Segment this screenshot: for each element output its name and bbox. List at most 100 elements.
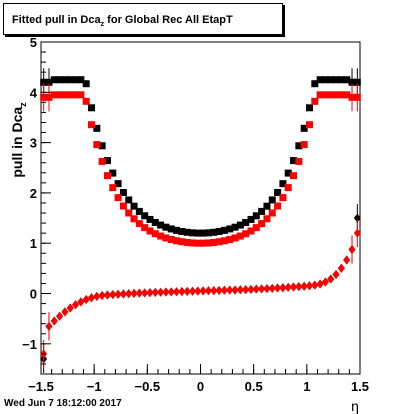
data-point <box>141 224 149 232</box>
data-point <box>258 220 266 228</box>
data-point <box>247 227 255 235</box>
data-point <box>274 283 282 293</box>
data-point <box>50 76 58 84</box>
data-point <box>135 220 143 228</box>
chart-title-box: Fitted pull in Dcaz for Global Rec All E… <box>3 3 283 35</box>
data-point <box>305 281 313 291</box>
data-series <box>40 68 361 373</box>
data-point <box>348 244 356 254</box>
data-point <box>231 223 239 231</box>
data-point <box>258 284 266 294</box>
data-point <box>215 238 223 246</box>
data-point <box>311 80 319 88</box>
data-point <box>72 91 80 99</box>
data-point <box>268 283 276 293</box>
data-point <box>290 172 298 180</box>
axes: −1.5 −1 −0.5 0 0.5 1 1.5 −1 0 1 2 3 4 5 <box>22 35 369 394</box>
data-point <box>178 238 186 246</box>
data-point <box>103 157 111 165</box>
data-point <box>162 287 170 297</box>
data-point <box>82 97 90 105</box>
x-axis-label: η <box>351 398 359 414</box>
data-point <box>189 229 197 237</box>
data-point <box>162 234 170 242</box>
data-point <box>353 213 361 223</box>
data-point <box>56 311 64 321</box>
data-point <box>215 227 223 235</box>
chart-title-sub: z <box>101 21 105 28</box>
data-point <box>162 223 170 231</box>
data-point <box>130 215 138 223</box>
data-point <box>173 226 181 234</box>
data-point <box>252 284 260 294</box>
data-point <box>300 141 308 149</box>
chart-title-rest: for Global Rec All EtapT <box>104 14 233 26</box>
data-point <box>40 93 48 101</box>
data-point <box>109 184 117 192</box>
y-axis-label-sub: z <box>18 102 28 107</box>
data-point <box>321 277 329 287</box>
series-0 <box>40 68 361 237</box>
data-point <box>93 141 101 149</box>
data-point <box>274 189 282 197</box>
data-point <box>353 228 361 238</box>
data-point <box>215 285 223 295</box>
data-point <box>114 194 122 202</box>
data-point <box>284 169 292 177</box>
data-point <box>284 184 292 192</box>
plot-frame <box>40 41 361 375</box>
data-point <box>311 97 319 105</box>
data-point <box>135 288 143 298</box>
data-point <box>348 93 356 101</box>
data-point <box>311 280 319 290</box>
series-1 <box>40 83 361 247</box>
data-point <box>343 91 351 99</box>
data-point <box>77 297 85 307</box>
data-point <box>194 286 202 296</box>
data-point <box>236 232 244 240</box>
data-point <box>327 76 335 84</box>
data-point <box>157 232 165 240</box>
data-point <box>327 274 335 284</box>
x-tick-label: 0 <box>197 379 204 394</box>
data-point <box>226 225 234 233</box>
data-point <box>114 180 122 188</box>
data-point <box>199 239 207 247</box>
data-point <box>247 215 255 223</box>
data-point <box>61 91 69 99</box>
data-point <box>98 142 106 150</box>
data-point <box>226 285 234 295</box>
data-point <box>45 321 53 331</box>
data-point <box>321 76 329 84</box>
data-point <box>279 194 287 202</box>
data-point <box>93 291 101 301</box>
data-point <box>337 263 345 273</box>
data-point <box>316 91 324 99</box>
data-point <box>295 142 303 150</box>
data-point <box>45 78 53 86</box>
data-point <box>204 229 212 237</box>
data-point <box>167 225 175 233</box>
data-point <box>72 76 80 84</box>
data-point <box>178 287 186 297</box>
data-point <box>300 124 308 132</box>
data-point <box>88 104 96 112</box>
y-tick-label: 2 <box>30 186 37 201</box>
data-point <box>247 284 255 294</box>
y-tick-label: −1 <box>22 337 37 352</box>
data-point <box>98 290 106 300</box>
y-tick-label: 1 <box>30 236 37 251</box>
data-point <box>204 286 212 296</box>
data-point <box>290 282 298 292</box>
data-point <box>284 282 292 292</box>
y-axis-label: pull in Dcaz <box>9 102 28 178</box>
data-point <box>258 207 266 215</box>
data-point <box>189 286 197 296</box>
data-point <box>146 288 154 298</box>
data-point <box>274 202 282 210</box>
data-point <box>231 285 239 295</box>
data-point <box>268 196 276 204</box>
data-point <box>77 76 85 84</box>
data-point <box>290 157 298 165</box>
y-tick-label: 4 <box>30 85 38 100</box>
